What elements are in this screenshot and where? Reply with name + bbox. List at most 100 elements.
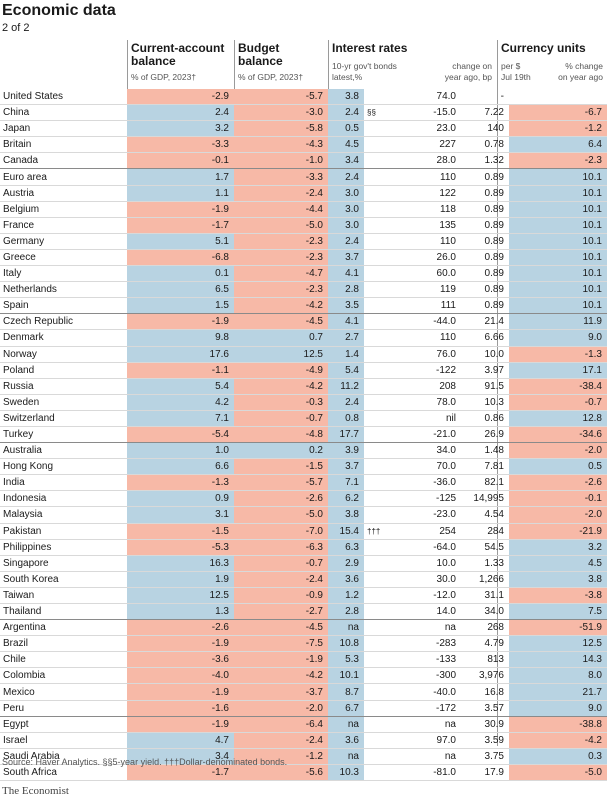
header-currency-sub2b: on year ago	[558, 72, 603, 82]
cell-fx-change: -51.9	[509, 619, 607, 637]
cell-bond-change: 10.0	[396, 555, 461, 572]
cell-country: Israel	[0, 732, 127, 749]
cell-bond-yield: na	[328, 748, 364, 765]
cell-country: Thailand	[0, 603, 127, 621]
cell-fx-rate: 813	[461, 651, 509, 669]
cell-bond-yield: 15.4	[328, 523, 364, 540]
cell-fx-change: 10.1	[509, 297, 607, 315]
cell-bond-change: 227	[396, 136, 461, 154]
cell-bond-change: -40.0	[396, 683, 461, 701]
cell-bond-yield: 2.8	[328, 603, 364, 621]
cell-bond-note	[364, 700, 396, 717]
cell-current-account: -1.7	[127, 764, 234, 782]
cell-budget: -4.3	[234, 136, 328, 154]
cell-bond-change: 23.0	[396, 120, 461, 138]
cell-bond-yield: 5.3	[328, 651, 364, 669]
cell-bond-note	[364, 603, 396, 621]
cell-bond-yield: 3.8	[328, 89, 364, 106]
cell-bond-change: 70.0	[396, 458, 461, 476]
cell-fx-rate: 0.89	[461, 233, 509, 250]
cell-budget: -4.2	[234, 297, 328, 315]
cell-current-account: 0.9	[127, 490, 234, 508]
cell-fx-change: 11.9	[509, 313, 607, 331]
cell-fx-rate: 4.54	[461, 506, 509, 524]
cell-fx-change: -3.8	[509, 587, 607, 605]
cell-bond-change: 118	[396, 201, 461, 218]
cell-bond-note	[364, 587, 396, 605]
cell-current-account: -1.6	[127, 700, 234, 717]
cell-fx-change: 4.5	[509, 555, 607, 572]
cell-fx-change: 3.8	[509, 571, 607, 588]
cell-bond-yield: 3.0	[328, 185, 364, 202]
cell-bond-yield: 2.4	[328, 168, 364, 186]
cell-budget: -5.7	[234, 474, 328, 492]
table-row: Denmark 9.8 0.7 2.7 110 6.66 9.0	[0, 329, 607, 347]
cell-fx-change: 3.2	[509, 539, 607, 556]
cell-bond-note	[364, 168, 396, 186]
cell-fx-change: -2.6	[509, 474, 607, 492]
cell-current-account: 1.7	[127, 168, 234, 186]
cell-bond-note	[364, 506, 396, 524]
cell-bond-note: †††	[364, 523, 396, 540]
cell-budget: -3.3	[234, 168, 328, 186]
table-row: South Korea 1.9 -2.4 3.6 30.0 1,266 3.8	[0, 571, 607, 588]
table-row: Belgium -1.9 -4.4 3.0 118 0.89 10.1	[0, 201, 607, 218]
cell-budget: -5.8	[234, 120, 328, 138]
cell-bond-yield: 6.3	[328, 539, 364, 556]
footnote: Source: Haver Analytics. §§5-year yield.…	[2, 757, 288, 767]
cell-bond-yield: 3.0	[328, 217, 364, 234]
cell-budget: -7.0	[234, 523, 328, 540]
cell-fx-change: 21.7	[509, 683, 607, 701]
cell-fx-rate: 14,995	[461, 490, 509, 508]
page-subtitle: 2 of 2	[2, 22, 30, 34]
cell-country: Indonesia	[0, 490, 127, 508]
cell-bond-note	[364, 136, 396, 154]
cell-bond-note	[364, 539, 396, 556]
cell-bond-change: 110	[396, 233, 461, 250]
table-row: Saudi Arabia 3.4 -1.2 na na 3.75 0.3	[0, 748, 607, 765]
cell-current-account: 3.2	[127, 120, 234, 138]
cell-bond-yield: 10.8	[328, 635, 364, 653]
cell-bond-note	[364, 120, 396, 138]
cell-fx-rate: 6.66	[461, 329, 509, 347]
header-budget: Budget balance	[238, 41, 283, 68]
cell-fx-change: 0.3	[509, 748, 607, 765]
cell-budget: -6.4	[234, 716, 328, 733]
header-interest-sub1: 10-yr gov't bonds	[332, 61, 397, 71]
economic-data-table: United States -2.9 -5.7 3.8 74.0- China 2.4 -3.…	[0, 89, 607, 782]
cell-fx-change: -21.9	[509, 523, 607, 540]
cell-country: Chile	[0, 651, 127, 669]
table-row: Brazil -1.9 -7.5 10.8 -283 4.79 12.5	[0, 635, 607, 653]
table-row: Russia 5.4 -4.2 11.2 208 91.5 -38.4	[0, 378, 607, 395]
cell-bond-change: 76.0	[396, 346, 461, 363]
cell-fx-rate: 0.89	[461, 297, 509, 315]
cell-current-account: -3.6	[127, 651, 234, 669]
cell-bond-note	[364, 667, 396, 685]
cell-budget: -4.4	[234, 201, 328, 218]
cell-budget: -1.9	[234, 651, 328, 669]
cell-country: Norway	[0, 346, 127, 363]
cell-bond-change: nil	[396, 410, 461, 427]
cell-fx-rate: 3.97	[461, 362, 509, 379]
cell-fx-change: 10.1	[509, 185, 607, 202]
cell-country: Philippines	[0, 539, 127, 556]
cell-fx-rate: 3.59	[461, 732, 509, 749]
cell-current-account: -5.4	[127, 426, 234, 444]
cell-budget: -0.7	[234, 410, 328, 427]
cell-fx-rate: 82.1	[461, 474, 509, 492]
cell-bond-yield: 2.4	[328, 104, 364, 122]
table-row: Singapore 16.3 -0.7 2.9 10.0 1.33 4.5	[0, 555, 607, 572]
cell-bond-yield: na	[328, 619, 364, 637]
cell-country: Spain	[0, 297, 127, 315]
cell-bond-change: 97.0	[396, 732, 461, 749]
cell-fx-rate: 268	[461, 619, 509, 637]
table-row: France -1.7 -5.0 3.0 135 0.89 10.1	[0, 217, 607, 234]
table-row: Austria 1.1 -2.4 3.0 122 0.89 10.1	[0, 185, 607, 202]
cell-bond-change: 74.0	[396, 89, 461, 106]
header-interest-sub2b: year ago, bp	[444, 72, 492, 82]
cell-bond-note	[364, 297, 396, 315]
cell-bond-note	[364, 233, 396, 250]
table-row: Greece -6.8 -2.3 3.7 26.0 0.89 10.1	[0, 249, 607, 267]
cell-country: Japan	[0, 120, 127, 138]
cell-bond-change: -125	[396, 490, 461, 508]
